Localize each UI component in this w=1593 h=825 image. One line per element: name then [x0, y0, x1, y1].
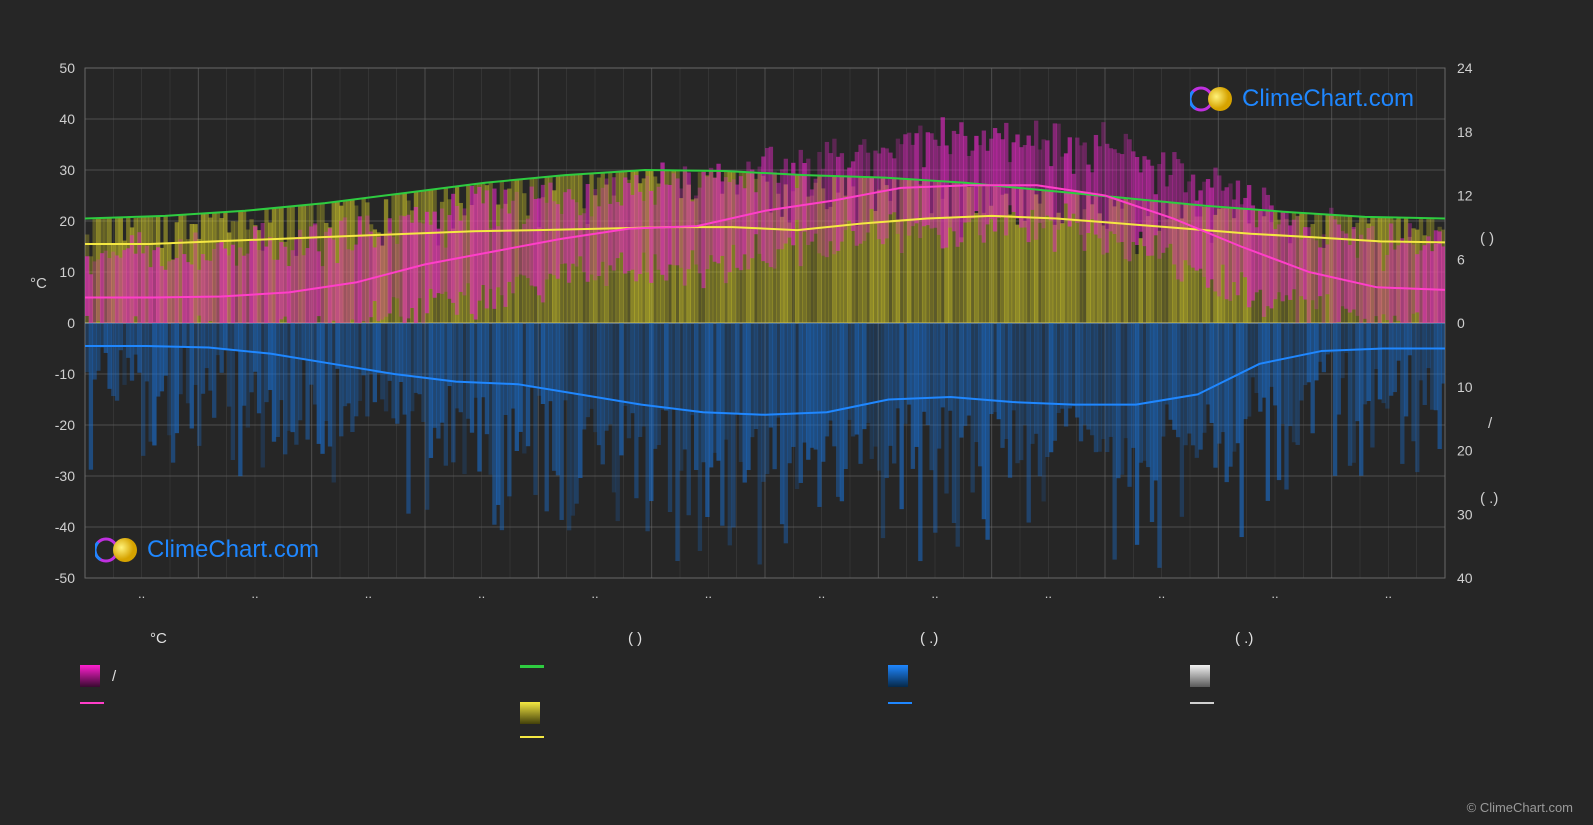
page-root: 50 40 30 20 10 0 -10 -20 -30 -40 -50 24 18 12 6 0 10 20 30… [0, 0, 1593, 825]
svg-text:-30: -30 [55, 468, 75, 484]
svg-text:30: 30 [1457, 506, 1473, 522]
legend-item-label: / [112, 668, 116, 685]
legend-header-p1: ( ) [628, 630, 642, 647]
svg-text:..: .. [1385, 586, 1392, 601]
legend-item-r2-2 [888, 702, 924, 704]
svg-text:..: .. [251, 586, 258, 601]
svg-text:0: 0 [1457, 315, 1465, 331]
svg-text:20: 20 [1457, 443, 1473, 459]
y-axis-right-annot-bot: ( .) [1480, 490, 1498, 507]
y-axis-right-annot-mid: / [1488, 415, 1492, 432]
svg-text:10: 10 [59, 264, 75, 280]
svg-text:-40: -40 [55, 519, 75, 535]
svg-text:..: .. [705, 586, 712, 601]
legend-header-p2: ( .) [920, 630, 938, 647]
copyright-text: © ClimeChart.com [1467, 800, 1573, 815]
svg-text:10: 10 [1457, 379, 1473, 395]
legend-header-c: °C [150, 630, 167, 647]
legend-item-r1-1 [520, 665, 556, 668]
brand-logo-icon [95, 533, 139, 567]
svg-text:24: 24 [1457, 60, 1473, 76]
svg-text:..: .. [818, 586, 825, 601]
svg-text:..: .. [1045, 586, 1052, 601]
svg-text:..: .. [591, 586, 598, 601]
svg-text:..: .. [365, 586, 372, 601]
svg-text:6: 6 [1457, 251, 1465, 267]
legend-item-r2-0 [80, 702, 116, 704]
svg-text:..: .. [1158, 586, 1165, 601]
brand-logo-text: ClimeChart.com [1242, 85, 1414, 113]
svg-text:30: 30 [59, 162, 75, 178]
legend-item-r1-2 [888, 665, 920, 687]
legend-header-label: °C [150, 630, 167, 647]
brand-logo-icon [1190, 82, 1234, 116]
legend-item-r3-0 [520, 736, 556, 738]
y-axis-left-title: °C [30, 275, 47, 292]
legend-header-label: ( ) [628, 630, 642, 647]
svg-text:0: 0 [67, 315, 75, 331]
y-axis-right-annot-top: ( ) [1480, 230, 1494, 247]
svg-text:..: .. [138, 586, 145, 601]
svg-text:40: 40 [59, 111, 75, 127]
legend-header-label: ( .) [920, 630, 938, 647]
legend-item-r1-0: / [80, 665, 116, 687]
svg-text:-50: -50 [55, 570, 75, 586]
svg-text:-20: -20 [55, 417, 75, 433]
svg-text:50: 50 [59, 60, 75, 76]
legend-item-r2-1 [520, 702, 552, 724]
svg-text:18: 18 [1457, 124, 1473, 140]
svg-text:..: .. [478, 586, 485, 601]
brand-logo-bottom: ClimeChart.com [95, 533, 319, 567]
legend-header-label: ( .) [1235, 630, 1253, 647]
legend-item-r2-3 [1190, 702, 1226, 704]
brand-logo-text: ClimeChart.com [147, 536, 319, 564]
svg-text:..: .. [1271, 586, 1278, 601]
svg-text:12: 12 [1457, 188, 1473, 204]
brand-logo-top: ClimeChart.com [1190, 82, 1414, 116]
legend-header-p3: ( .) [1235, 630, 1253, 647]
svg-text:40: 40 [1457, 570, 1473, 586]
svg-text:20: 20 [59, 213, 75, 229]
svg-text:-10: -10 [55, 366, 75, 382]
legend-item-r1-3 [1190, 665, 1222, 687]
svg-text:..: .. [931, 586, 938, 601]
